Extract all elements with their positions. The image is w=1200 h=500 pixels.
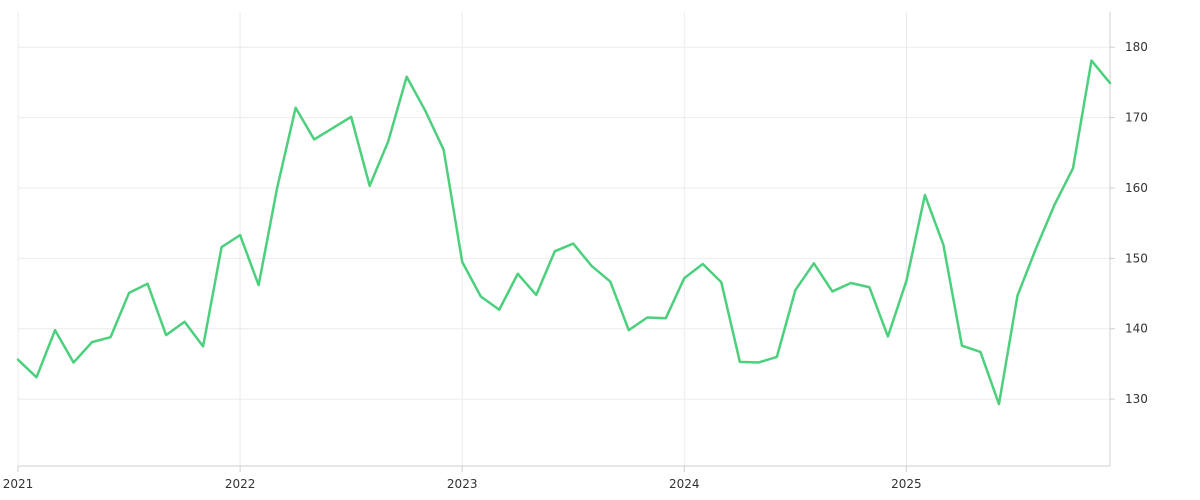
- y-tick-label: 150: [1125, 251, 1148, 265]
- vertical-gridlines: [17, 12, 907, 472]
- x-tick-label: 2025: [891, 477, 922, 491]
- x-tick-label: 2021: [3, 477, 34, 491]
- series-layer: [16, 59, 1112, 406]
- y-tick-label: 160: [1125, 181, 1148, 195]
- x-tick-label: 2022: [225, 477, 256, 491]
- x-tick-label: 2023: [447, 477, 478, 491]
- x-tick-label: 2024: [669, 477, 700, 491]
- series-line: [16, 59, 1112, 406]
- y-tick-label: 130: [1125, 392, 1148, 406]
- y-tick-label: 170: [1125, 111, 1148, 125]
- y-axis-tick-labels: 130 140 150 160 170 180: [1125, 40, 1148, 406]
- x-axis-tick-labels: 2021 2022 2023 2024 2025: [3, 477, 922, 491]
- y-tick-label: 140: [1125, 322, 1148, 336]
- horizontal-gridlines: [18, 46, 1115, 400]
- y-tick-label: 180: [1125, 40, 1148, 54]
- axes: [18, 12, 1111, 467]
